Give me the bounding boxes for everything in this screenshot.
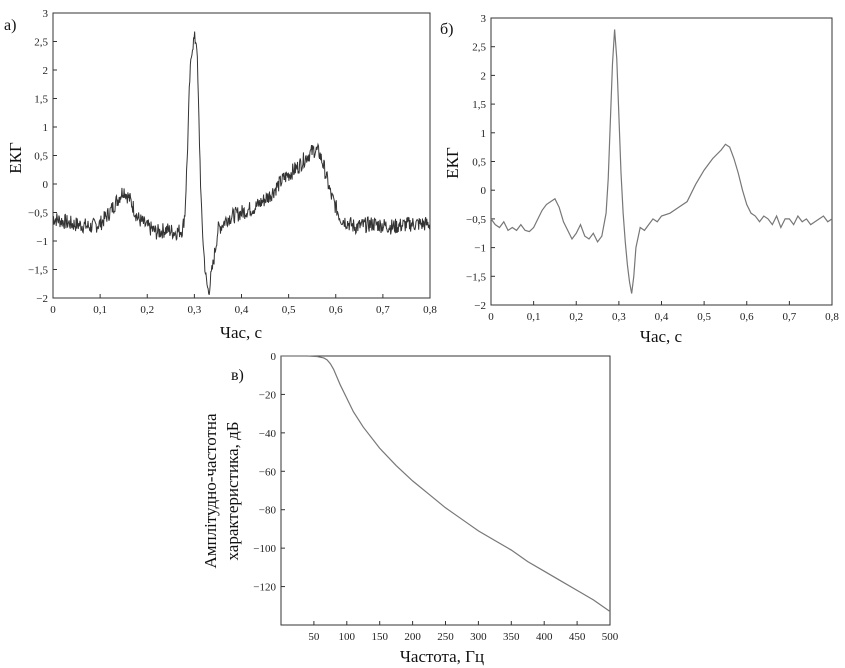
x-tick-label: 250 [437,631,454,643]
y-tick-label: −40 [259,428,277,440]
y-tick-label: −100 [253,543,276,555]
chart-panel-a: а) −2−1,5−1−0,500,511,522,53 0 0,1 0,2 0,3 0… [4,8,437,342]
plot-frame-a [52,12,431,299]
x-tick-label: 0,8 [423,304,437,316]
y-tick-label: 2,5 [472,42,486,54]
y-tick-label: 1,5 [34,94,48,106]
y-tick-label: 2 [481,70,487,82]
x-tick-label: 0,1 [527,311,541,323]
x-ticks-c: 50 100 150 200 250 300 350 400 450 500 [308,621,619,643]
y-tick-label: −1,5 [466,271,486,283]
y-tick-label: 1,5 [472,99,486,111]
y-tick-label: −120 [253,582,276,594]
x-axis-label-b: Час, с [640,327,683,346]
x-tick-label: 300 [470,631,487,643]
x-tick-label: 0,3 [188,304,202,316]
x-tick-label: 0,4 [235,304,249,316]
x-tick-label: 0,6 [740,311,754,323]
x-tick-label: 0,7 [783,311,797,323]
x-tick-label: 150 [371,631,388,643]
chart-panel-b: б) −2−1,5−1−0,500,511,522,53 0 0,1 0,2 0,3 0… [440,13,839,346]
y-tick-label: 1 [43,122,49,134]
y-tick-label: 0 [271,351,277,363]
y-tick-label: −20 [259,389,277,401]
x-tick-label: 500 [602,631,619,643]
x-tick-label: 0,1 [93,304,107,316]
y-axis-label-b: ЕКГ [443,147,462,179]
x-tick-label: 0,7 [376,304,390,316]
y-tick-label: −2 [36,293,48,305]
y-axis-label-a: ЕКГ [6,142,25,174]
x-tick-label: 350 [503,631,520,643]
series-line-c [281,355,611,613]
y-tick-label: −0,5 [28,208,48,220]
y-tick-label: 0 [43,179,49,191]
y-tick-label: 0 [481,185,487,197]
x-tick-label: 0,5 [282,304,296,316]
plot-frame-c [280,355,611,626]
y-axis-label-c-line1: Амплітудно-частотна [201,413,220,569]
chart-panel-c: в) 0 −20 −40 −60 −80 −100 −120 50 100 150 200 250 3… [201,351,619,666]
x-tick-label: 0 [488,311,494,323]
x-tick-label: 0,2 [569,311,583,323]
y-ticks-b: −2 −1,5 −1 −0,5 0 0,5 1 1,5 2 2,5 3 [466,13,495,312]
y-tick-label: −60 [259,466,277,478]
panel-label-c: в) [231,367,244,384]
y-tick-label: −1,5 [28,265,48,277]
y-tick-label: −80 [259,505,277,517]
x-tick-label: 200 [404,631,421,643]
y-tick-label: −1 [474,243,486,255]
series-line-a [52,31,431,295]
x-axis-label-c: Частота, Гц [400,647,484,666]
x-tick-label: 0,3 [612,311,626,323]
x-tick-label: 0 [50,304,56,316]
y-tick-label: −0,5 [466,214,486,226]
y-tick-label: 3 [43,8,49,20]
y-tick-label: −2 [474,300,486,312]
plot-frame-b [490,17,833,306]
y-tick-label: 3 [481,13,487,25]
panel-label-b: б) [440,21,453,38]
y-axis-label-c-line2: характеристика, дБ [223,421,242,560]
y-tick-label: 2,5 [34,37,48,49]
x-tick-label: 0,8 [825,311,839,323]
y-ticks-a: −2 −1,5 −1 −0,5 0 0,5 1 1,5 2 2,5 3 [28,8,57,305]
x-ticks-a: 0 0,1 0,2 0,3 0,4 0,5 0,6 0,7 0,8 [50,294,437,316]
x-tick-label: 50 [308,631,320,643]
y-tick-label: 0,5 [472,157,486,169]
x-tick-label: 0,6 [329,304,343,316]
y-tick-label: −1 [36,236,48,248]
x-tick-label: 400 [536,631,553,643]
panel-label-a: а) [4,17,16,34]
x-ticks-b: 0 0,1 0,2 0,3 0,4 0,5 0,6 0,7 0,8 [488,301,839,323]
x-tick-label: 100 [339,631,356,643]
y-ticks-c: 0 −20 −40 −60 −80 −100 −120 [253,351,285,594]
x-axis-label-a: Час, с [220,323,263,342]
y-tick-label: 2 [43,65,49,77]
x-tick-label: 450 [569,631,586,643]
x-tick-label: 0,5 [697,311,711,323]
x-tick-label: 0,4 [655,311,669,323]
y-tick-label: 0,5 [34,151,48,163]
y-tick-label: 1 [481,128,487,140]
series-line-b [490,29,833,294]
x-tick-label: 0,2 [140,304,154,316]
